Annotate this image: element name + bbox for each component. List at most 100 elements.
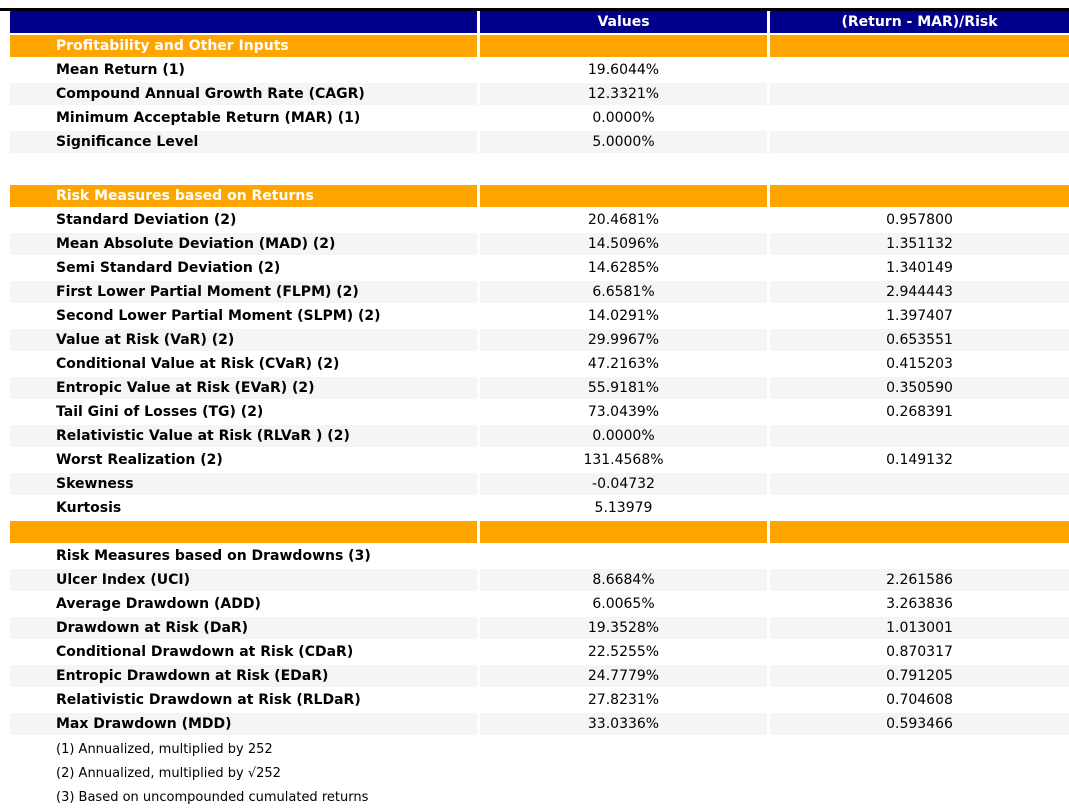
- metric-risk-cell: [770, 83, 1069, 107]
- metric-risk-cell: [770, 107, 1069, 131]
- metric-value-cell: 33.0336%: [480, 713, 770, 737]
- metric-risk-cell: 0.957800: [770, 209, 1069, 233]
- metric-label-cell: Minimum Acceptable Return (MAR) (1): [10, 107, 480, 131]
- metric-value-cell: 6.0065%: [480, 593, 770, 617]
- metric-row: Standard Deviation (2) 20.4681% 0.957800: [10, 209, 1069, 233]
- metric-value-cell: 19.6044%: [480, 59, 770, 83]
- section-risk-cell: [770, 35, 1069, 59]
- metric-risk-cell: [770, 59, 1069, 83]
- metric-value-cell: 0.0000%: [480, 425, 770, 449]
- metric-risk-cell: 1.351132: [770, 233, 1069, 257]
- section-values-cell: [480, 185, 770, 209]
- section-values-cell: [480, 35, 770, 59]
- metric-risk-cell: 1.013001: [770, 617, 1069, 641]
- metric-value-cell: 8.6684%: [480, 569, 770, 593]
- metric-risk-cell: 0.149132: [770, 449, 1069, 473]
- metric-value-cell: [480, 545, 770, 569]
- section-title-cell: Profitability and Other Inputs: [10, 35, 480, 59]
- metric-row: Relativistic Value at Risk (RLVaR ) (2) 0…: [10, 425, 1069, 449]
- metric-row: Semi Standard Deviation (2) 14.6285% 1.340…: [10, 257, 1069, 281]
- risk-metrics-table: Values (Return - MAR)/Risk Profitability…: [10, 11, 1069, 809]
- section-risk-cell: [770, 185, 1069, 209]
- metric-row: Second Lower Partial Moment (SLPM) (2) 14…: [10, 305, 1069, 329]
- table-header: Values (Return - MAR)/Risk: [10, 11, 1069, 35]
- metric-risk-cell: 0.653551: [770, 329, 1069, 353]
- metric-risk-cell: [770, 425, 1069, 449]
- metric-value-cell: 24.7779%: [480, 665, 770, 689]
- section-title-cell: Risk Measures based on Returns: [10, 185, 480, 209]
- metric-row: Compound Annual Growth Rate (CAGR) 12.332…: [10, 83, 1069, 107]
- footnote-text: (2) Annualized, multiplied by √252: [10, 761, 1069, 785]
- metric-row: Conditional Value at Risk (CVaR) (2) 47.2…: [10, 353, 1069, 377]
- metric-label-cell: Value at Risk (VaR) (2): [10, 329, 480, 353]
- metric-row: Max Drawdown (MDD) 33.0336% 0.593466: [10, 713, 1069, 737]
- metric-label-cell: Conditional Value at Risk (CVaR) (2): [10, 353, 480, 377]
- metric-value-cell: 0.0000%: [480, 107, 770, 131]
- footnote-row: (2) Annualized, multiplied by √252: [10, 761, 1069, 785]
- spacer-row: [10, 155, 1069, 185]
- metric-value-cell: 19.3528%: [480, 617, 770, 641]
- risk-ratio-column-header: (Return - MAR)/Risk: [770, 11, 1069, 35]
- metric-value-cell: 73.0439%: [480, 401, 770, 425]
- metric-label-cell: Compound Annual Growth Rate (CAGR): [10, 83, 480, 107]
- metric-label-cell: Semi Standard Deviation (2): [10, 257, 480, 281]
- metric-label-cell: Ulcer Index (UCI): [10, 569, 480, 593]
- metric-value-cell: 5.0000%: [480, 131, 770, 155]
- metric-row: Mean Absolute Deviation (MAD) (2) 14.5096…: [10, 233, 1069, 257]
- section-values-cell: [480, 521, 770, 545]
- metric-label-cell: Entropic Drawdown at Risk (EDaR): [10, 665, 480, 689]
- section-header-row: [10, 521, 1069, 545]
- metric-row: Risk Measures based on Drawdowns (3): [10, 545, 1069, 569]
- footnote-text: (1) Annualized, multiplied by 252: [10, 737, 1069, 761]
- metric-label-cell: Relativistic Value at Risk (RLVaR ) (2): [10, 425, 480, 449]
- values-column-header: Values: [480, 11, 770, 35]
- metric-label-cell: Max Drawdown (MDD): [10, 713, 480, 737]
- metric-label-cell: Skewness: [10, 473, 480, 497]
- metric-risk-cell: 1.397407: [770, 305, 1069, 329]
- section-title-cell: [10, 521, 480, 545]
- metric-row: Drawdown at Risk (DaR) 19.3528% 1.013001: [10, 617, 1069, 641]
- metric-label-cell: Drawdown at Risk (DaR): [10, 617, 480, 641]
- metric-label-cell: Significance Level: [10, 131, 480, 155]
- index-column-header: [10, 11, 480, 35]
- metric-label-cell: Standard Deviation (2): [10, 209, 480, 233]
- metric-row: Significance Level 5.0000%: [10, 131, 1069, 155]
- footnote-text: (3) Based on uncompounded cumulated retu…: [10, 785, 1069, 809]
- metric-label-cell: Worst Realization (2): [10, 449, 480, 473]
- section-risk-cell: [770, 521, 1069, 545]
- metric-value-cell: 55.9181%: [480, 377, 770, 401]
- metric-value-cell: 14.5096%: [480, 233, 770, 257]
- metric-row: Minimum Acceptable Return (MAR) (1) 0.000…: [10, 107, 1069, 131]
- metric-row: Worst Realization (2) 131.4568% 0.149132: [10, 449, 1069, 473]
- metric-risk-cell: 0.268391: [770, 401, 1069, 425]
- metric-value-cell: 29.9967%: [480, 329, 770, 353]
- metric-risk-cell: [770, 473, 1069, 497]
- metric-row: Mean Return (1) 19.6044%: [10, 59, 1069, 83]
- metric-row: Ulcer Index (UCI) 8.6684% 2.261586: [10, 569, 1069, 593]
- metric-value-cell: -0.04732: [480, 473, 770, 497]
- metric-value-cell: 20.4681%: [480, 209, 770, 233]
- metric-value-cell: 14.6285%: [480, 257, 770, 281]
- metric-row: Tail Gini of Losses (TG) (2) 73.0439% 0.26…: [10, 401, 1069, 425]
- table-body: Profitability and Other Inputs Mean Retur…: [10, 35, 1069, 809]
- metric-risk-cell: 2.261586: [770, 569, 1069, 593]
- section-header-row: Risk Measures based on Returns: [10, 185, 1069, 209]
- metric-label-cell: Conditional Drawdown at Risk (CDaR): [10, 641, 480, 665]
- metric-risk-cell: 1.340149: [770, 257, 1069, 281]
- metric-value-cell: 12.3321%: [480, 83, 770, 107]
- metric-row: Average Drawdown (ADD) 6.0065% 3.263836: [10, 593, 1069, 617]
- metric-value-cell: 14.0291%: [480, 305, 770, 329]
- metric-row: Conditional Drawdown at Risk (CDaR) 22.52…: [10, 641, 1069, 665]
- metric-risk-cell: 2.944443: [770, 281, 1069, 305]
- metric-risk-cell: 0.593466: [770, 713, 1069, 737]
- metric-label-cell: Mean Absolute Deviation (MAD) (2): [10, 233, 480, 257]
- metric-label-cell: First Lower Partial Moment (FLPM) (2): [10, 281, 480, 305]
- metric-row: Entropic Drawdown at Risk (EDaR) 24.7779%…: [10, 665, 1069, 689]
- metric-value-cell: 22.5255%: [480, 641, 770, 665]
- metric-label-cell: Second Lower Partial Moment (SLPM) (2): [10, 305, 480, 329]
- metric-label-cell: Average Drawdown (ADD): [10, 593, 480, 617]
- metric-label-cell: Relativistic Drawdown at Risk (RLDaR): [10, 689, 480, 713]
- metric-row: Skewness -0.04732: [10, 473, 1069, 497]
- metric-risk-cell: 0.870317: [770, 641, 1069, 665]
- metric-risk-cell: [770, 545, 1069, 569]
